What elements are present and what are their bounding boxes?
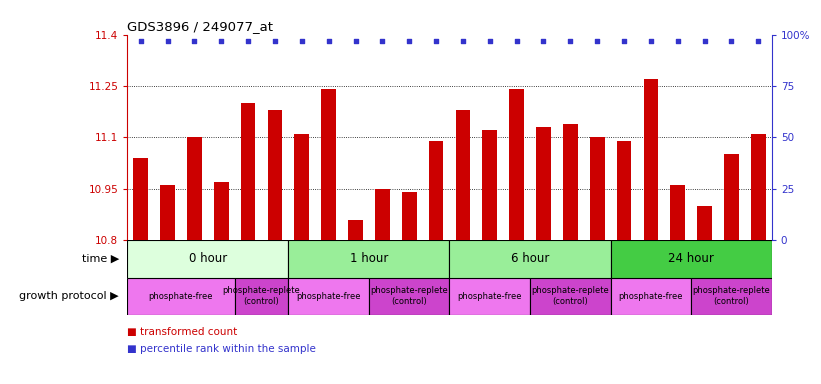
Bar	[401, 192, 416, 240]
Point	[644, 38, 658, 44]
Point	[725, 38, 738, 44]
Bar	[697, 206, 712, 240]
Text: 1 hour: 1 hour	[350, 252, 388, 265]
Point	[214, 38, 227, 44]
Point	[296, 38, 309, 44]
Bar	[724, 154, 739, 240]
Bar	[536, 127, 551, 240]
Point	[484, 38, 497, 44]
FancyBboxPatch shape	[530, 278, 611, 315]
FancyBboxPatch shape	[235, 278, 288, 315]
Text: time ▶: time ▶	[82, 254, 119, 264]
Point	[241, 38, 255, 44]
Bar	[671, 185, 686, 240]
Text: phosphate-free: phosphate-free	[619, 292, 683, 301]
Text: phosphate-free: phosphate-free	[457, 292, 522, 301]
Bar	[456, 110, 470, 240]
FancyBboxPatch shape	[449, 278, 530, 315]
FancyBboxPatch shape	[449, 240, 611, 278]
FancyBboxPatch shape	[611, 278, 691, 315]
Bar	[348, 220, 363, 240]
Bar	[241, 103, 255, 240]
Bar	[589, 137, 604, 240]
Bar	[563, 124, 578, 240]
Bar	[321, 89, 336, 240]
Point	[161, 38, 174, 44]
Bar	[160, 185, 175, 240]
FancyBboxPatch shape	[127, 240, 288, 278]
Point	[590, 38, 603, 44]
FancyBboxPatch shape	[288, 278, 369, 315]
Bar	[617, 141, 631, 240]
Point	[402, 38, 415, 44]
Text: phosphate-replete
(control): phosphate-replete (control)	[693, 286, 770, 306]
Text: ■ transformed count: ■ transformed count	[127, 327, 237, 337]
Point	[188, 38, 201, 44]
Bar	[751, 134, 766, 240]
Bar	[483, 131, 498, 240]
Point	[349, 38, 362, 44]
Text: GDS3896 / 249077_at: GDS3896 / 249077_at	[127, 20, 273, 33]
Bar	[187, 137, 202, 240]
Bar	[644, 79, 658, 240]
Text: 6 hour: 6 hour	[511, 252, 549, 265]
Bar	[268, 110, 282, 240]
Point	[429, 38, 443, 44]
Point	[376, 38, 389, 44]
Text: ■ percentile rank within the sample: ■ percentile rank within the sample	[127, 344, 316, 354]
Bar	[295, 134, 310, 240]
Text: phosphate-replete
(control): phosphate-replete (control)	[222, 286, 300, 306]
Bar	[509, 89, 524, 240]
Point	[564, 38, 577, 44]
Text: phosphate-free: phosphate-free	[149, 292, 213, 301]
Point	[134, 38, 147, 44]
Point	[698, 38, 711, 44]
Text: 24 hour: 24 hour	[668, 252, 714, 265]
FancyBboxPatch shape	[611, 240, 772, 278]
Point	[672, 38, 685, 44]
Text: phosphate-replete
(control): phosphate-replete (control)	[370, 286, 448, 306]
Bar	[375, 189, 390, 240]
Point	[456, 38, 470, 44]
FancyBboxPatch shape	[127, 278, 235, 315]
Bar	[213, 182, 228, 240]
FancyBboxPatch shape	[288, 240, 449, 278]
Bar	[429, 141, 443, 240]
FancyBboxPatch shape	[691, 278, 772, 315]
Point	[510, 38, 523, 44]
Text: phosphate-replete
(control): phosphate-replete (control)	[531, 286, 609, 306]
Text: 0 hour: 0 hour	[189, 252, 227, 265]
Point	[537, 38, 550, 44]
FancyBboxPatch shape	[369, 278, 449, 315]
Point	[322, 38, 335, 44]
Text: phosphate-free: phosphate-free	[296, 292, 361, 301]
Point	[752, 38, 765, 44]
Text: growth protocol ▶: growth protocol ▶	[20, 291, 119, 301]
Point	[617, 38, 631, 44]
Bar	[133, 158, 148, 240]
Point	[268, 38, 282, 44]
